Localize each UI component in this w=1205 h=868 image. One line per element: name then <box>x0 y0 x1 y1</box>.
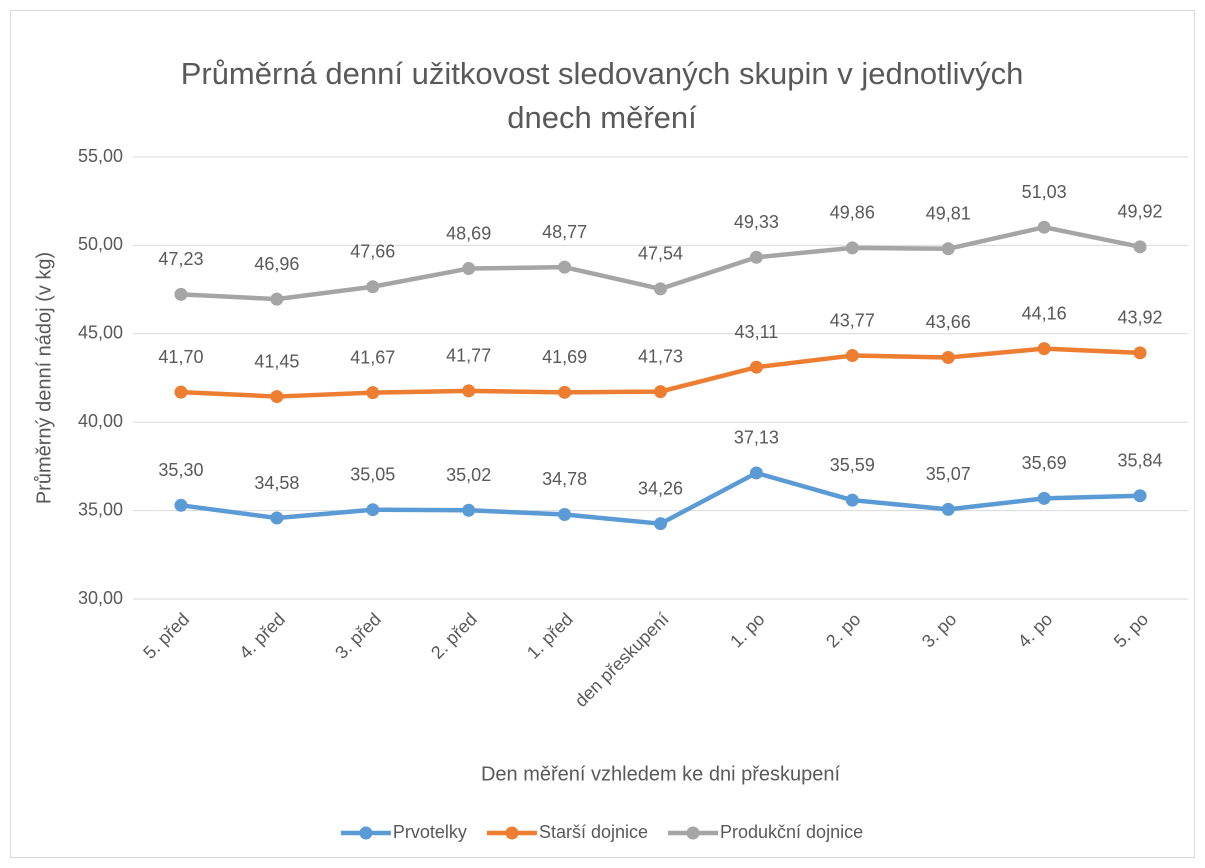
legend: Prvotelky Starší dojnice Produkční dojnice <box>340 822 863 842</box>
chart-border <box>10 10 1195 858</box>
data-point <box>174 385 188 399</box>
data-point <box>654 282 667 296</box>
chart-title: Průměrná denní užitkovost sledovaných sk… <box>180 56 1024 135</box>
data-point <box>462 503 476 517</box>
data-point <box>174 287 188 301</box>
data-point <box>366 386 380 400</box>
data-label: 35,07 <box>926 464 971 484</box>
data-label: 41,70 <box>158 347 203 367</box>
data-point <box>1037 491 1051 505</box>
legend-label: Prvotelky <box>393 822 467 842</box>
data-point <box>941 350 955 364</box>
data-label: 43,11 <box>735 322 779 342</box>
data-point <box>462 384 476 398</box>
data-label: 34,26 <box>638 478 683 498</box>
data-point <box>845 349 859 363</box>
data-label: 47,66 <box>350 242 395 262</box>
data-point <box>654 385 667 399</box>
y-tick-label: 50,00 <box>78 234 123 254</box>
data-point <box>749 466 763 480</box>
data-point <box>558 260 572 274</box>
data-label: 44,16 <box>1022 303 1067 323</box>
data-label: 41,45 <box>254 351 299 371</box>
data-point <box>845 241 859 255</box>
legend-label: Starší dojnice <box>539 822 648 842</box>
x-axis-title: Den měření vzhledem ke dni přeskupení <box>481 763 841 785</box>
data-point <box>1133 346 1147 360</box>
y-tick-label: 35,00 <box>78 499 123 519</box>
data-label: 41,67 <box>350 347 395 367</box>
data-label: 49,33 <box>734 212 779 232</box>
data-label: 51,03 <box>1022 182 1067 202</box>
data-point <box>941 502 955 516</box>
data-label: 35,84 <box>1118 450 1163 470</box>
data-point <box>270 511 284 525</box>
data-label: 47,23 <box>158 249 203 269</box>
data-point <box>270 292 284 306</box>
data-label: 35,59 <box>830 455 875 475</box>
data-point <box>1037 342 1051 356</box>
data-point <box>845 493 859 507</box>
data-label: 41,73 <box>638 346 683 366</box>
data-label: 35,02 <box>446 465 491 485</box>
data-point <box>366 280 380 294</box>
legend-marker <box>505 826 519 840</box>
data-point <box>174 498 188 512</box>
data-label: 48,77 <box>542 222 587 242</box>
y-tick-label: 45,00 <box>78 323 123 343</box>
y-tick-label: 40,00 <box>78 411 123 431</box>
data-point <box>941 242 955 256</box>
y-axis-title: Průměrný denní nádoj (v kg) <box>33 252 55 504</box>
data-label: 49,92 <box>1118 202 1163 222</box>
data-point <box>1037 220 1051 234</box>
data-label: 34,58 <box>254 473 299 493</box>
data-label: 43,77 <box>830 310 875 330</box>
data-label: 35,69 <box>1022 453 1067 473</box>
data-point <box>462 262 476 276</box>
data-point <box>1133 240 1147 254</box>
data-point <box>654 517 667 531</box>
data-point <box>558 507 572 521</box>
legend-marker <box>686 826 700 840</box>
data-label: 35,30 <box>158 460 203 480</box>
data-label: 49,81 <box>926 204 971 224</box>
legend-label: Produkční dojnice <box>720 822 863 842</box>
data-label: 41,69 <box>542 347 587 367</box>
data-label: 43,66 <box>926 312 971 332</box>
data-point <box>366 503 380 517</box>
data-label: 37,13 <box>734 428 779 448</box>
legend-marker <box>359 826 373 840</box>
data-label: 35,05 <box>350 464 395 484</box>
data-point <box>749 250 763 264</box>
data-point <box>749 360 763 374</box>
data-label: 48,69 <box>446 223 491 243</box>
y-tick-label: 30,00 <box>78 588 123 608</box>
data-label: 46,96 <box>254 254 299 274</box>
data-point <box>270 390 284 404</box>
data-label: 34,78 <box>542 469 587 489</box>
data-point <box>558 385 572 399</box>
data-label: 43,92 <box>1118 308 1163 328</box>
y-tick-label: 55,00 <box>78 146 123 166</box>
data-label: 47,54 <box>638 244 683 264</box>
data-label: 41,77 <box>446 346 491 366</box>
data-point <box>1133 489 1147 503</box>
data-label: 49,86 <box>830 203 875 223</box>
